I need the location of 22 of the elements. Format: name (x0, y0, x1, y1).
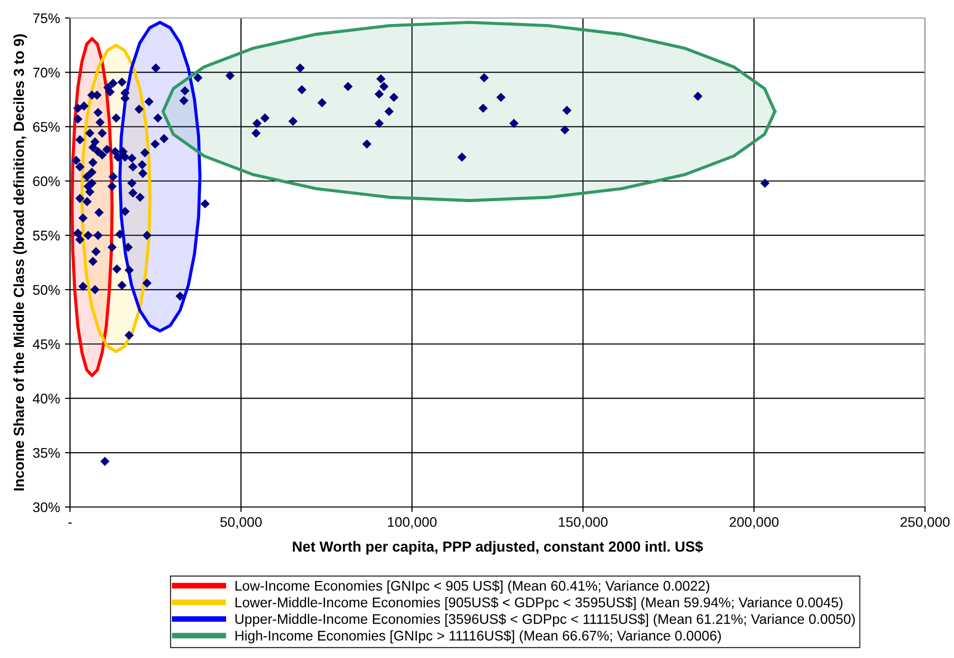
x-tick-label: 150,000 (558, 517, 608, 529)
y-tick-label: 55% (33, 230, 60, 241)
x-tick-label: 200,000 (730, 517, 779, 529)
x-tick-label: 250,000 (900, 517, 950, 529)
y-tick-label: 50% (33, 285, 60, 295)
x-tick-label: - (68, 522, 72, 524)
legend-label: High-Income Economies [GNIpc > 11116US$] (Mean 66.67%; Variance 0.0006) (236, 630, 721, 644)
y-tick-label: 40% (32, 394, 60, 404)
y-tick-label: 75% (33, 13, 60, 24)
y-tick-label: 70% (33, 68, 60, 78)
legend-label: Upper-Middle-Income Economies [3596US$ < GDPpc < 11115US$] (Mean 61.21%; Variance 0.0050) (235, 614, 855, 627)
y-tick-label: 60% (33, 176, 60, 186)
y-tick-label: 45% (32, 339, 60, 350)
y-tick-label: 30% (33, 502, 60, 512)
y-tick-label: 35% (33, 448, 60, 458)
x-tick-label: 100,000 (388, 517, 437, 529)
x-tick-label: 50,000 (220, 517, 262, 529)
y-axis-title: Income Share of the Middle Class (broad definition, Deciles 3 to 9) (13, 34, 27, 490)
legend-label: Lower-Middle-Income Economies [905US$ < GDPpc < 3595US$] (Mean 59.94%; Variance 0.0045) (236, 596, 842, 610)
x-axis-title: Net Worth per capita, PPP adjusted, constant 2000 intl. US$ (292, 540, 703, 555)
y-tick-label: 65% (33, 122, 60, 132)
legend-label: Low-Income Economies [GNIpc < 905 US$] (Mean 60.41%; Variance 0.0022) (236, 580, 710, 594)
